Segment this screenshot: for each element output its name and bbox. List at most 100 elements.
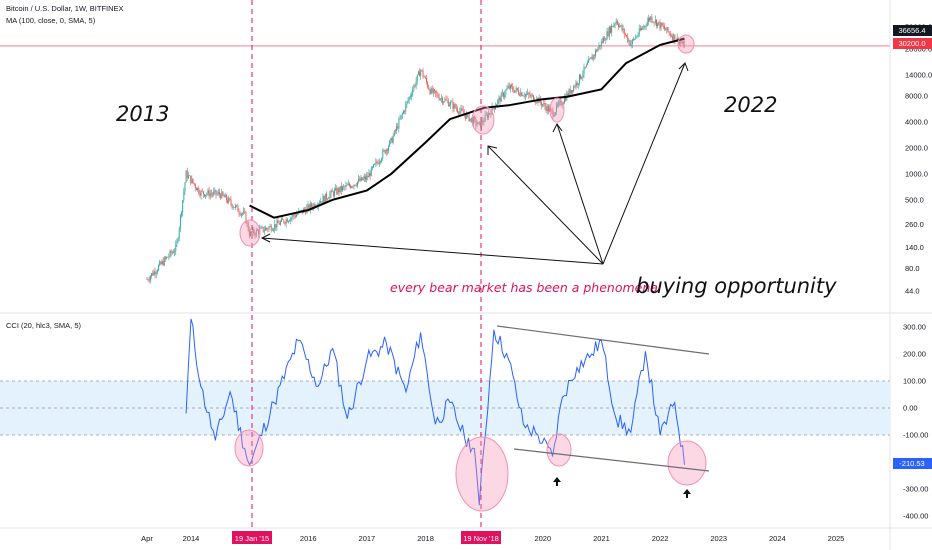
candle-body bbox=[567, 93, 569, 96]
candle-body bbox=[202, 191, 204, 195]
candle-body bbox=[506, 88, 508, 91]
candle-body bbox=[462, 110, 464, 114]
candle-body bbox=[437, 93, 439, 98]
candle-body bbox=[321, 201, 323, 203]
candle-body bbox=[216, 193, 218, 195]
ma-legend[interactable]: MA (100, close, 0, SMA, 5) bbox=[6, 16, 96, 25]
candle-body bbox=[608, 27, 610, 37]
candle-body bbox=[476, 124, 478, 126]
candle-body bbox=[658, 21, 660, 23]
candle-body bbox=[431, 88, 433, 93]
year-2022-label: 2022 bbox=[724, 93, 777, 117]
candle-body bbox=[211, 193, 212, 195]
candle-body bbox=[514, 90, 516, 93]
candle-body bbox=[324, 193, 326, 203]
candle-body bbox=[331, 190, 333, 193]
candle-body bbox=[498, 97, 500, 101]
candle-body bbox=[633, 38, 634, 40]
candle-body bbox=[582, 74, 584, 78]
candle-body bbox=[370, 167, 372, 177]
candle-body bbox=[230, 199, 232, 205]
candle-body bbox=[420, 70, 422, 77]
arrow-head-2018 bbox=[487, 145, 498, 155]
candle-body bbox=[438, 97, 440, 100]
candle-body bbox=[260, 227, 262, 229]
price-tick-label: 500.0 bbox=[905, 195, 924, 204]
candle-body bbox=[352, 186, 354, 188]
candle-body bbox=[238, 211, 240, 214]
candle-body bbox=[239, 213, 241, 216]
candle-body bbox=[165, 257, 166, 259]
candle-body bbox=[637, 34, 639, 37]
candle-body bbox=[286, 219, 288, 223]
cci-axis[interactable]: 300.00200.00100.000.00-100.00-200.00-300… bbox=[903, 323, 928, 521]
candle-body bbox=[518, 90, 519, 95]
candle-body bbox=[568, 89, 570, 96]
candle-body bbox=[493, 107, 495, 110]
current-price-badge[interactable] bbox=[893, 25, 932, 36]
candle-body bbox=[512, 86, 514, 91]
candle-body bbox=[330, 190, 332, 195]
candle-body bbox=[198, 187, 200, 194]
candle-body bbox=[654, 19, 656, 23]
candle-body bbox=[277, 220, 279, 224]
candle-body bbox=[240, 213, 242, 216]
candle-body bbox=[588, 59, 590, 63]
candle-body bbox=[253, 229, 255, 234]
price-axis[interactable]: 44.0 80.0 140.0 260.0 500.0 1000.0 2000.0 4000.… bbox=[905, 23, 932, 296]
candle-body bbox=[610, 27, 611, 33]
candle-body bbox=[589, 58, 591, 60]
candle-body bbox=[635, 36, 637, 40]
date-badge-2015[interactable] bbox=[232, 531, 272, 544]
cci-tick-label: -400.00 bbox=[903, 512, 928, 521]
candle-body bbox=[530, 95, 532, 97]
candle-body bbox=[439, 98, 441, 100]
candle-body bbox=[227, 200, 228, 203]
candle-body bbox=[224, 194, 226, 198]
candle-body bbox=[444, 99, 446, 102]
candle-body bbox=[683, 41, 685, 48]
level-badge[interactable] bbox=[893, 38, 932, 49]
candle-body bbox=[682, 41, 684, 44]
candle-body bbox=[359, 178, 361, 181]
candle-body bbox=[453, 104, 455, 109]
candle-body bbox=[646, 21, 648, 26]
candle-body bbox=[326, 193, 327, 200]
candle-body bbox=[631, 39, 633, 44]
candle-body bbox=[583, 66, 585, 75]
cci-lower-trendline[interactable] bbox=[513, 448, 710, 472]
symbol-legend[interactable]: Bitcoin / U.S. Dollar, 1W, BITFINEX bbox=[6, 4, 124, 13]
cci-legend[interactable]: CCI (20, hlc3, SMA, 5) bbox=[6, 321, 82, 330]
candle-body bbox=[424, 77, 426, 79]
candle-body bbox=[386, 149, 388, 151]
current-price-value: 36656.4 bbox=[898, 26, 925, 35]
candle-body bbox=[470, 117, 472, 119]
highlight-circles bbox=[234, 34, 707, 512]
candle-body bbox=[280, 221, 281, 225]
candle-body bbox=[221, 191, 223, 198]
candle-body bbox=[422, 70, 424, 77]
time-axis[interactable]: Apr 2014 2016 2017 2018 2020 2021 2022 2023 2024 2… bbox=[141, 534, 844, 543]
candle-body bbox=[415, 81, 417, 87]
arrow-to-2015 bbox=[261, 237, 604, 265]
candle-body bbox=[681, 42, 683, 44]
candle-body bbox=[337, 188, 339, 194]
time-tick-label: Apr bbox=[141, 534, 153, 543]
candle-body bbox=[564, 97, 565, 103]
cci-upper-trendline[interactable] bbox=[496, 325, 710, 355]
candle-body bbox=[304, 208, 306, 211]
candle-body bbox=[642, 28, 644, 29]
candle-body bbox=[329, 194, 331, 199]
candle-body bbox=[274, 224, 276, 230]
candle-body bbox=[521, 92, 523, 97]
candle-body bbox=[550, 108, 552, 110]
date-badge-2018[interactable] bbox=[461, 531, 501, 544]
candle-body bbox=[614, 23, 616, 25]
candle-body bbox=[416, 74, 418, 82]
highlight-2020-price bbox=[549, 97, 565, 123]
candle-body bbox=[349, 183, 350, 186]
date-badge-2018-label: 19 Nov '18 bbox=[463, 534, 499, 543]
cci-value-badge[interactable] bbox=[893, 458, 932, 469]
candle-body bbox=[252, 229, 254, 233]
